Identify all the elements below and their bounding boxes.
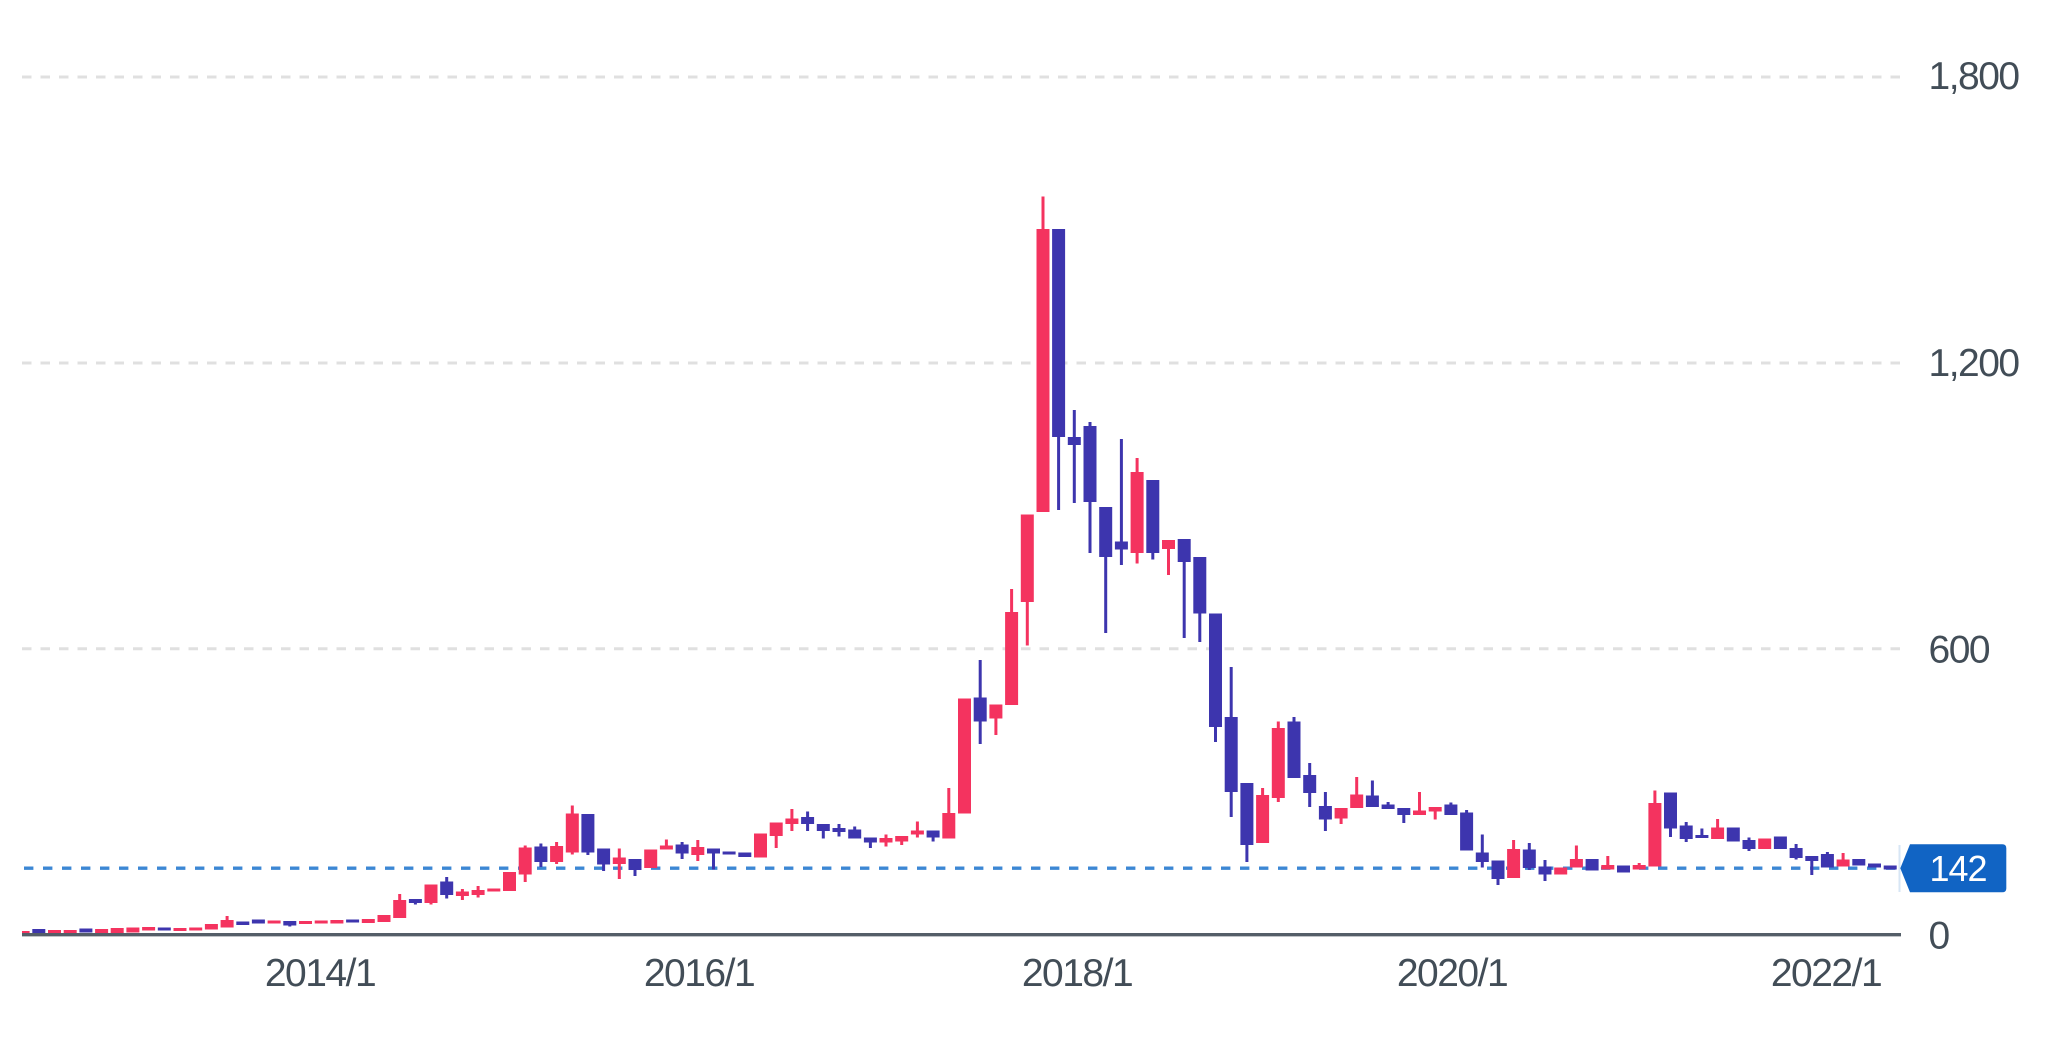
svg-text:2018/1: 2018/1 [1022, 952, 1132, 995]
svg-text:1,800: 1,800 [1929, 55, 2020, 98]
svg-text:2022/1: 2022/1 [1771, 952, 1881, 995]
svg-text:2016/1: 2016/1 [644, 952, 754, 995]
svg-text:142: 142 [1929, 848, 1986, 889]
svg-text:2014/1: 2014/1 [265, 952, 375, 995]
svg-text:0: 0 [1929, 915, 1950, 958]
svg-text:1,200: 1,200 [1929, 342, 2020, 385]
svg-text:600: 600 [1929, 629, 1990, 672]
svg-text:2020/1: 2020/1 [1397, 952, 1507, 995]
